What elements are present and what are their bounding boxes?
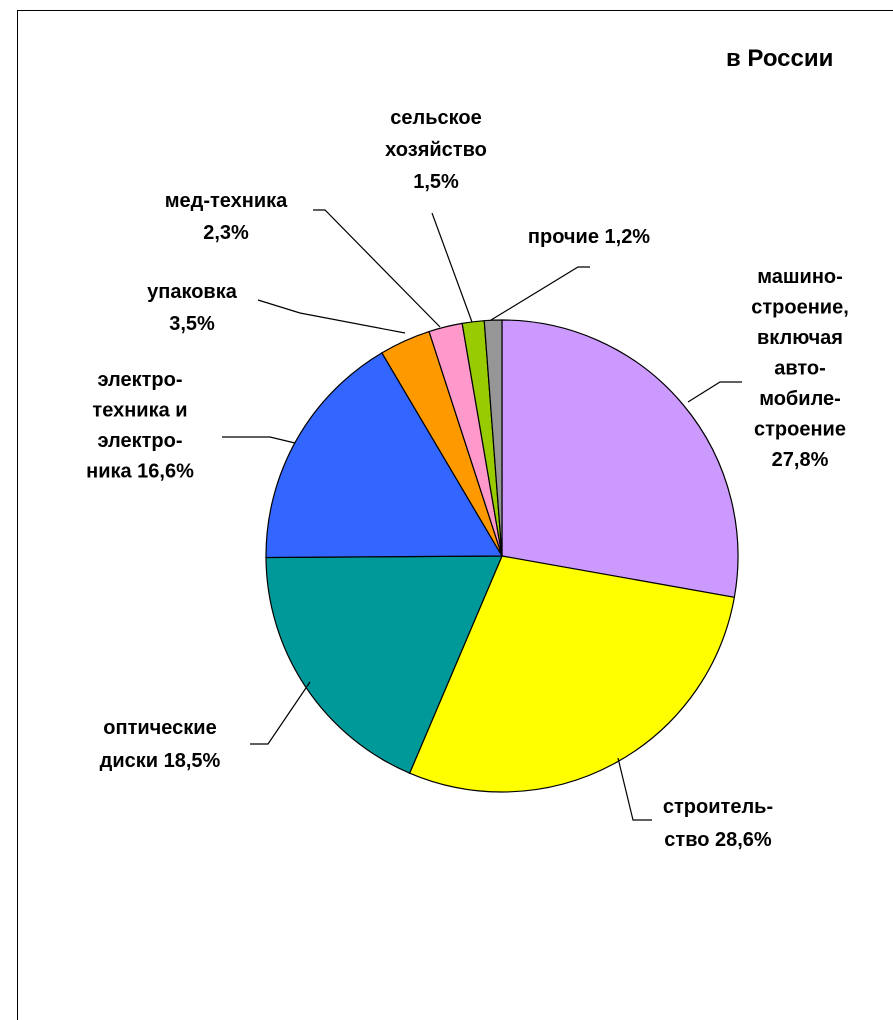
slice-label-2: строитель-ство 28,6%	[663, 796, 773, 851]
leader-line-3	[250, 681, 311, 745]
slice-label-line: электро-	[97, 369, 182, 391]
slice-label-line: ника 16,6%	[86, 461, 194, 483]
leader-line-7	[431, 212, 473, 323]
slice-label-line: мед-техника	[165, 190, 288, 212]
chart-title: в России	[726, 45, 833, 72]
leader-line-4	[222, 436, 296, 444]
pie-slices	[265, 319, 739, 793]
slice-label-line: машино-	[757, 266, 843, 288]
slice-label-line: оптические	[103, 717, 216, 739]
slice-label-line: электро-	[97, 430, 182, 452]
slice-label-1: машино-строение, включая авто-мобиле-строе…	[751, 266, 849, 471]
slice-label-5: упаковка 3,5%	[147, 281, 238, 335]
pie-slice-3	[265, 555, 503, 774]
leader-line-1	[687, 381, 742, 403]
slice-label-line: хозяйство	[385, 139, 487, 161]
slice-label-3: оптические диски 18,5%	[100, 717, 221, 772]
slice-label-line: строение	[754, 419, 846, 441]
pie-slice-2	[408, 555, 736, 793]
leader-line-6	[313, 209, 441, 328]
slice-label-line: диски 18,5%	[100, 750, 221, 772]
slice-label-6: мед-техника 2,3%	[165, 190, 288, 244]
slice-label-line: техника и	[92, 400, 187, 422]
slice-label-line: мобиле-	[759, 388, 841, 410]
slice-label-8: прочие 1,2%	[528, 226, 650, 248]
pie-slice-8	[483, 319, 503, 557]
slice-label-line: строение,	[751, 297, 849, 319]
slice-label-line: ство 28,6%	[664, 829, 772, 851]
leader-line-5	[257, 299, 406, 334]
slice-label-4: электро-техника и электро-ника 16,6%	[86, 369, 194, 483]
pie-slice-1	[501, 319, 739, 599]
slice-label-line: строитель-	[663, 796, 773, 818]
leader-line-2	[617, 757, 652, 821]
slice-label-line: прочие 1,2%	[528, 226, 650, 248]
slice-label-line: включая	[757, 327, 843, 349]
leader-lines	[222, 209, 742, 821]
slice-label-line: сельское	[390, 107, 481, 129]
slice-label-line: 3,5%	[169, 313, 215, 335]
slice-labels: машино-строение, включая авто-мобиле-строе…	[86, 107, 849, 851]
slice-label-line: упаковка	[147, 281, 238, 303]
pie-slice-4	[265, 352, 504, 559]
leader-line-8	[490, 266, 590, 321]
slice-label-7: сельское хозяйство 1,5%	[385, 107, 487, 193]
slice-label-line: авто-	[774, 358, 826, 380]
slice-label-line: 2,3%	[203, 222, 249, 244]
slice-label-line: 1,5%	[413, 171, 459, 193]
slice-label-line: 27,8%	[772, 449, 829, 471]
